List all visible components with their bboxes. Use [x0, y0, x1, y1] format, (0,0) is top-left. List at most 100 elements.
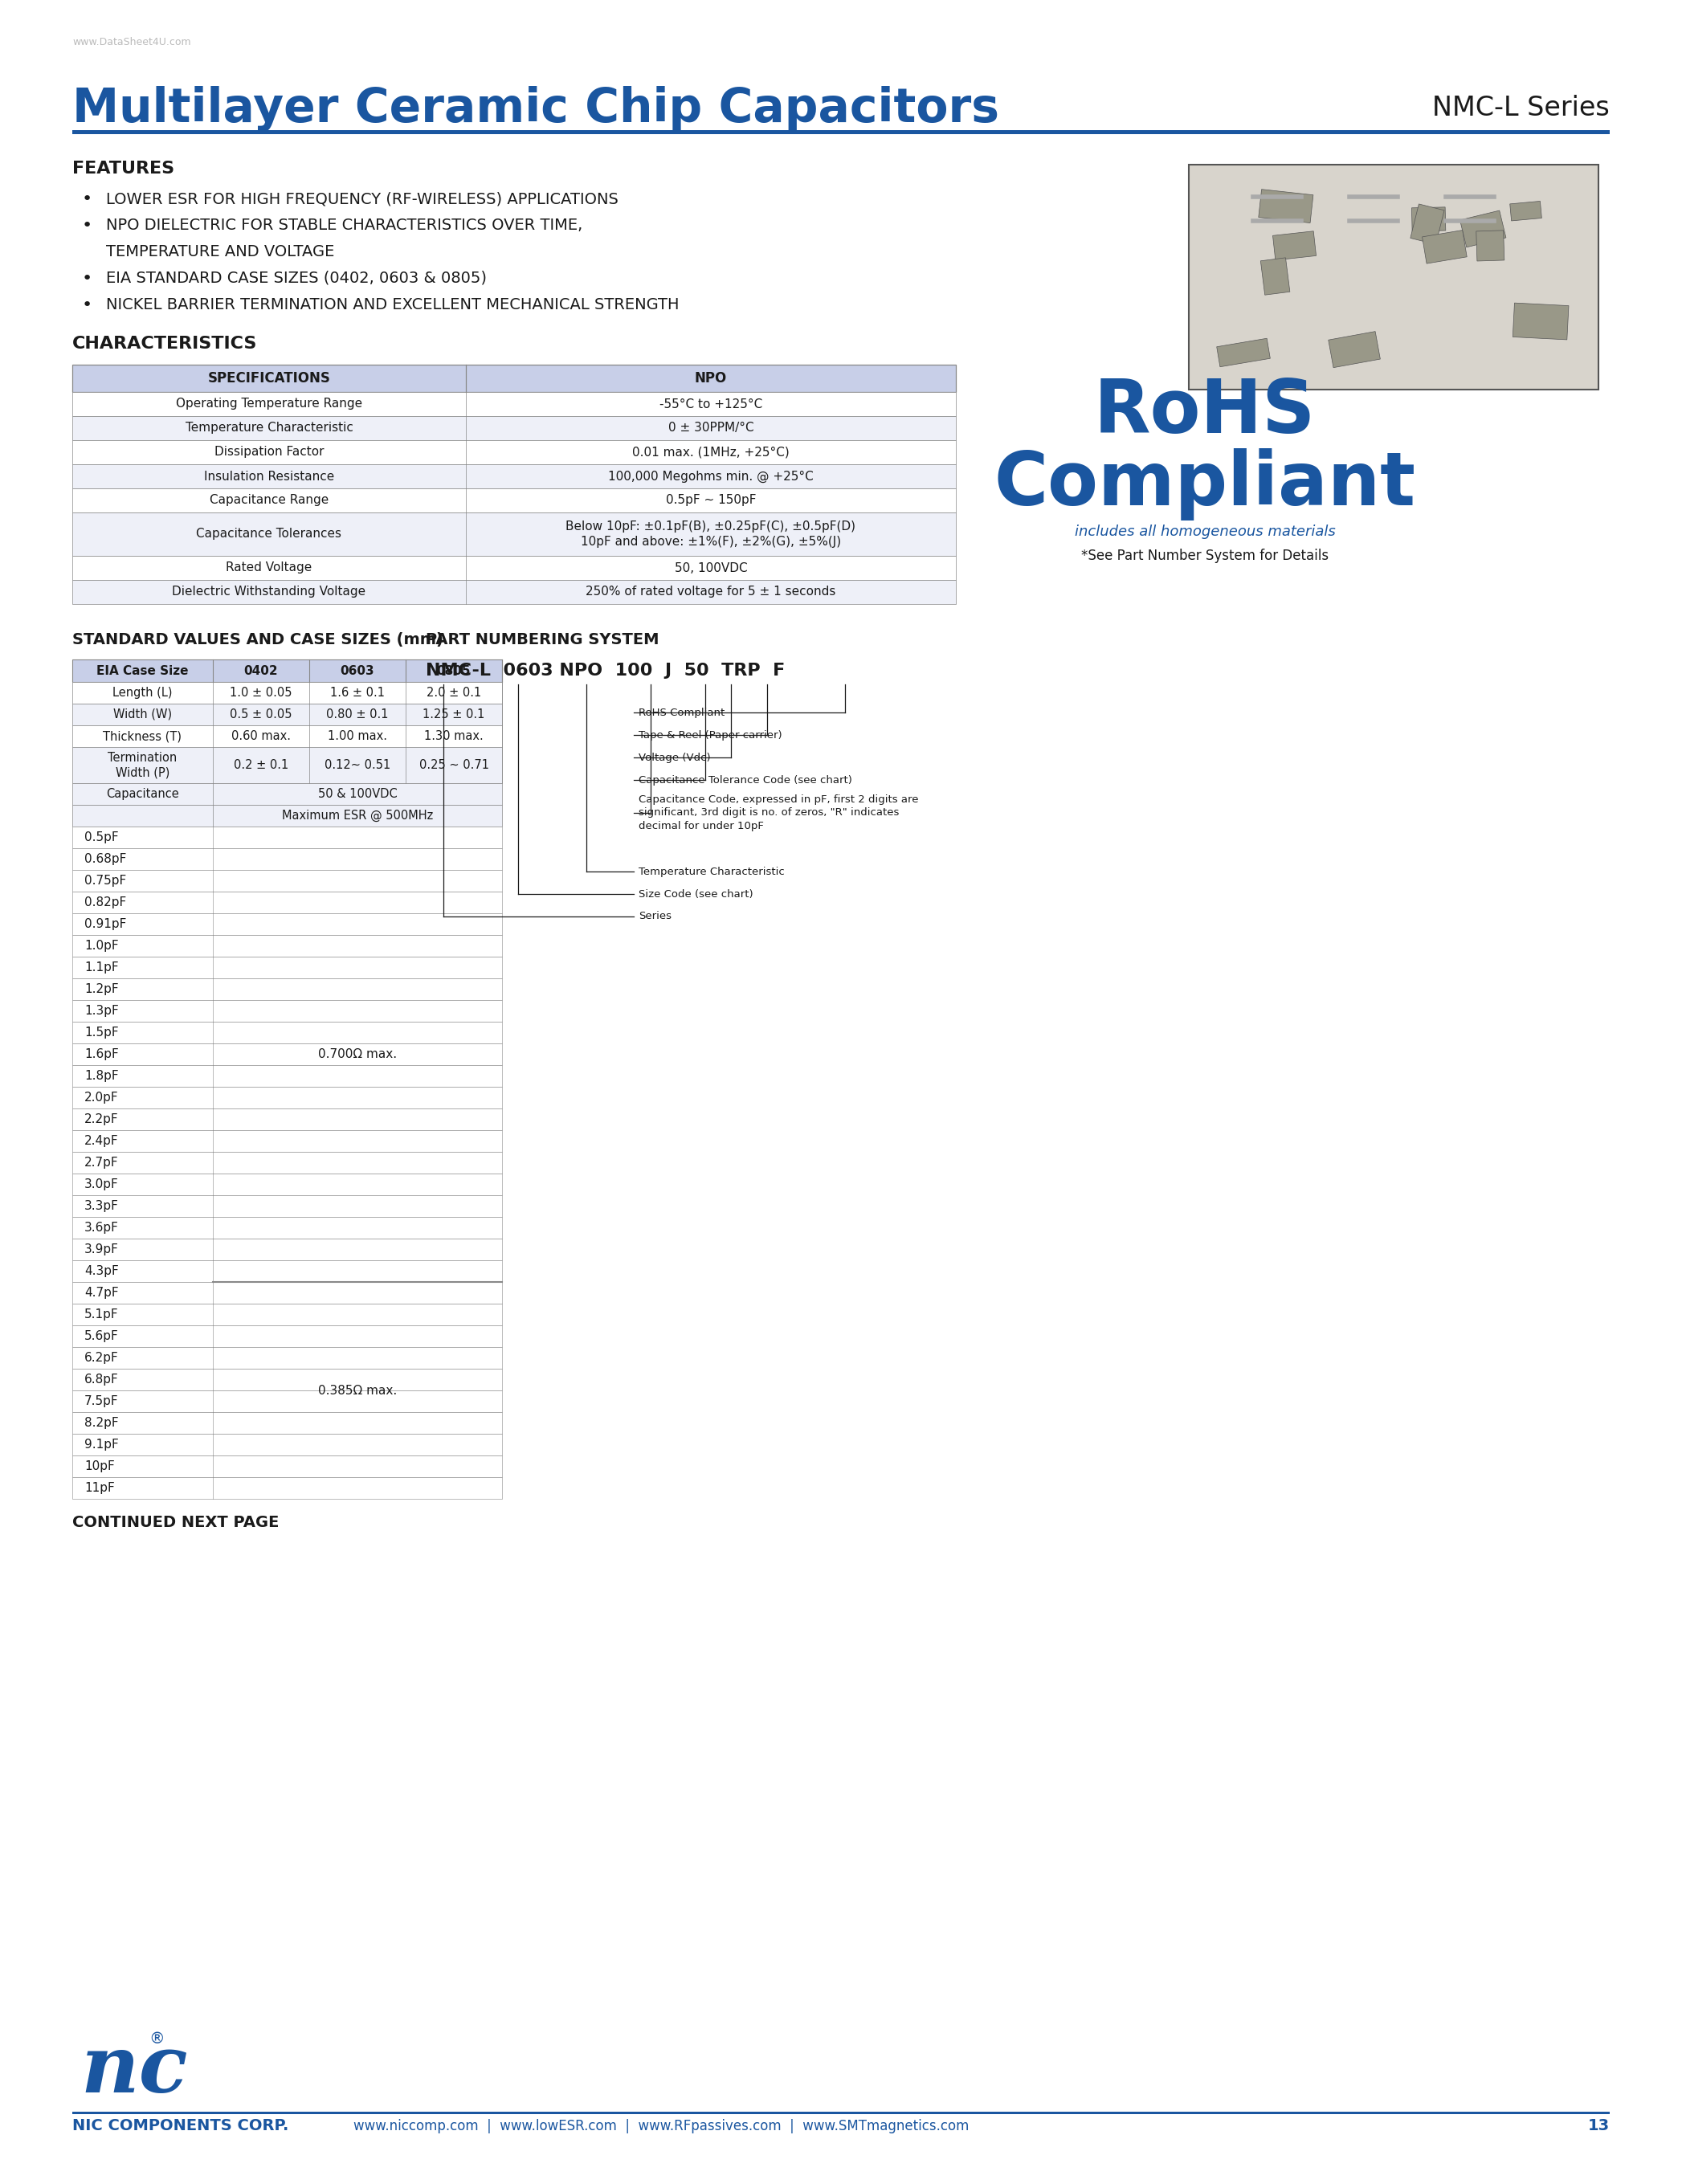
Text: 0805: 0805: [437, 664, 471, 677]
Text: Capacitance Code, expressed in pF, first 2 digits are
significant, 3rd digit is : Capacitance Code, expressed in pF, first…: [639, 795, 918, 832]
Bar: [72, 1129, 501, 1151]
Bar: [72, 1151, 501, 1173]
Text: 1.6 ± 0.1: 1.6 ± 0.1: [330, 686, 385, 699]
Text: Capacitance Tolerances: Capacitance Tolerances: [197, 529, 341, 539]
Text: CONTINUED NEXT PAGE: CONTINUED NEXT PAGE: [72, 1516, 279, 1531]
Text: 0.68pF: 0.68pF: [84, 854, 126, 865]
Text: TEMPERATURE AND VOLTAGE: TEMPERATURE AND VOLTAGE: [106, 245, 335, 260]
Text: Dissipation Factor: Dissipation Factor: [214, 446, 325, 459]
Bar: [72, 513, 955, 557]
Bar: [72, 1282, 501, 1304]
Text: Width (W): Width (W): [113, 708, 172, 721]
Bar: [1329, 332, 1381, 367]
Text: 11pF: 11pF: [84, 1483, 114, 1494]
Text: 2.4pF: 2.4pF: [84, 1136, 118, 1147]
Text: 2.0 ± 0.1: 2.0 ± 0.1: [427, 686, 481, 699]
Text: RoHS: RoHS: [1093, 376, 1315, 448]
Text: 6.2pF: 6.2pF: [84, 1352, 119, 1363]
Text: Temperature Characteristic: Temperature Characteristic: [639, 867, 784, 876]
Bar: [1260, 258, 1290, 295]
Text: Length (L): Length (L): [113, 686, 173, 699]
Text: NMC-L Series: NMC-L Series: [1433, 96, 1610, 122]
Bar: [1189, 164, 1598, 389]
Bar: [1477, 229, 1504, 262]
Bar: [72, 935, 501, 957]
Text: 0.60 max.: 0.60 max.: [232, 729, 291, 743]
Text: 0.5pF: 0.5pF: [84, 832, 118, 843]
Bar: [72, 1369, 501, 1391]
Bar: [72, 1066, 501, 1088]
Bar: [72, 1216, 501, 1238]
Text: 0.80 ± 0.1: 0.80 ± 0.1: [326, 708, 389, 721]
Text: •: •: [82, 297, 93, 312]
Text: 0 ± 30PPM/°C: 0 ± 30PPM/°C: [668, 422, 754, 435]
Bar: [72, 1000, 501, 1022]
Text: 0.5pF ~ 150pF: 0.5pF ~ 150pF: [666, 494, 755, 507]
Text: 0.2 ± 0.1: 0.2 ± 0.1: [234, 760, 289, 771]
Bar: [72, 681, 501, 703]
Bar: [72, 1455, 501, 1476]
Text: 4.7pF: 4.7pF: [84, 1286, 118, 1299]
Text: 7.5pF: 7.5pF: [84, 1396, 118, 1406]
Bar: [72, 391, 955, 417]
Bar: [72, 1109, 501, 1129]
Text: Capacitance Range: Capacitance Range: [210, 494, 328, 507]
Text: 2.0pF: 2.0pF: [84, 1092, 118, 1103]
Text: ®: ®: [148, 2031, 165, 2046]
Bar: [1411, 207, 1447, 232]
Bar: [1216, 339, 1270, 367]
Bar: [72, 557, 955, 581]
Text: •: •: [82, 192, 93, 207]
Text: 3.3pF: 3.3pF: [84, 1199, 119, 1212]
Text: Thickness (T): Thickness (T): [103, 729, 182, 743]
Text: NICKEL BARRIER TERMINATION AND EXCELLENT MECHANICAL STRENGTH: NICKEL BARRIER TERMINATION AND EXCELLENT…: [106, 297, 680, 312]
Text: Operating Temperature Range: Operating Temperature Range: [177, 397, 362, 411]
Text: Series: Series: [639, 911, 671, 922]
Bar: [72, 891, 501, 913]
Text: 0.12~ 0.51: 0.12~ 0.51: [325, 760, 390, 771]
Text: NPO: NPO: [695, 371, 727, 387]
Text: 1.0 ± 0.05: 1.0 ± 0.05: [230, 686, 293, 699]
Text: Multilayer Ceramic Chip Capacitors: Multilayer Ceramic Chip Capacitors: [72, 85, 999, 131]
Bar: [72, 1413, 501, 1433]
Text: 0.75pF: 0.75pF: [84, 876, 126, 887]
Text: Dielectric Withstanding Voltage: Dielectric Withstanding Voltage: [172, 585, 367, 598]
Text: 100,000 Megohms min. @ +25°C: 100,000 Megohms min. @ +25°C: [609, 470, 814, 483]
Text: 1.5pF: 1.5pF: [84, 1026, 118, 1040]
Text: 1.3pF: 1.3pF: [84, 1005, 119, 1018]
Text: LOWER ESR FOR HIGH FREQUENCY (RF-WIRELESS) APPLICATIONS: LOWER ESR FOR HIGH FREQUENCY (RF-WIRELES…: [106, 192, 619, 207]
Bar: [72, 913, 501, 935]
Text: NMC-L  0603 NPO  100  J  50  TRP  F: NMC-L 0603 NPO 100 J 50 TRP F: [426, 662, 785, 679]
Text: 50, 100VDC: 50, 100VDC: [674, 561, 747, 574]
Text: NIC COMPONENTS CORP.: NIC COMPONENTS CORP.: [72, 2118, 289, 2134]
Text: Rated Voltage: Rated Voltage: [225, 561, 313, 574]
Bar: [72, 1173, 501, 1195]
Bar: [72, 1326, 501, 1348]
Text: Insulation Resistance: Insulation Resistance: [204, 470, 335, 483]
Text: EIA STANDARD CASE SIZES (0402, 0603 & 0805): EIA STANDARD CASE SIZES (0402, 0603 & 08…: [106, 271, 486, 286]
Bar: [72, 806, 501, 826]
Bar: [72, 826, 501, 847]
Text: 5.6pF: 5.6pF: [84, 1330, 119, 1343]
Text: Capacitance: Capacitance: [106, 788, 178, 799]
Text: 9.1pF: 9.1pF: [84, 1439, 119, 1450]
Text: -55°C to +125°C: -55°C to +125°C: [659, 397, 762, 411]
Bar: [72, 131, 1610, 133]
Bar: [72, 1044, 501, 1066]
Bar: [1510, 201, 1542, 221]
Text: 1.25 ± 0.1: 1.25 ± 0.1: [422, 708, 484, 721]
Bar: [72, 847, 501, 869]
Text: 0603: 0603: [340, 664, 375, 677]
Text: •: •: [82, 218, 93, 234]
Bar: [72, 1260, 501, 1282]
Text: nc: nc: [81, 2031, 188, 2110]
Bar: [72, 2112, 1610, 2114]
Text: 6.8pF: 6.8pF: [84, 1374, 119, 1385]
Text: 10pF: 10pF: [84, 1461, 114, 1472]
Bar: [72, 1088, 501, 1109]
Text: www.niccomp.com  |  www.lowESR.com  |  www.RFpassives.com  |  www.SMTmagnetics.c: www.niccomp.com | www.lowESR.com | www.R…: [353, 2118, 969, 2134]
Text: 1.2pF: 1.2pF: [84, 983, 118, 996]
Text: 1.8pF: 1.8pF: [84, 1070, 118, 1081]
Bar: [1512, 304, 1569, 341]
Text: Capacitance Tolerance Code (see chart): Capacitance Tolerance Code (see chart): [639, 775, 853, 786]
